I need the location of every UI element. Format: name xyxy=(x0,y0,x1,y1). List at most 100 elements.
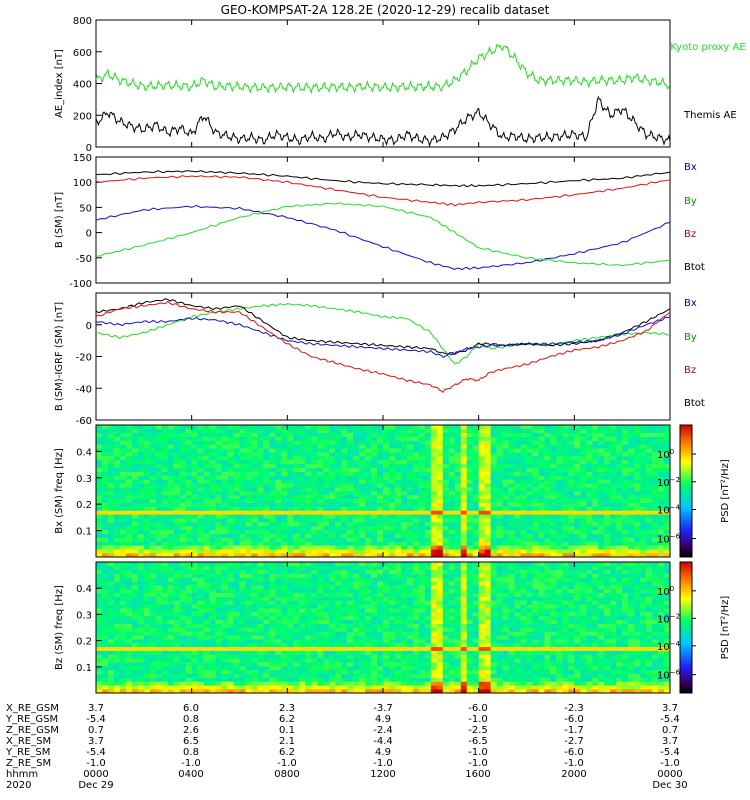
spectrogram-cell xyxy=(197,565,204,570)
spectrogram-cell xyxy=(664,553,671,558)
legend-bx: Bx xyxy=(684,298,697,309)
spectrogram-cell xyxy=(329,436,336,441)
spectrogram-cell xyxy=(574,553,581,558)
spectrogram-cell xyxy=(484,502,491,507)
spectrogram-cell xyxy=(371,494,378,500)
spectrogram-cell xyxy=(179,529,186,534)
spectrogram-cell xyxy=(131,541,139,546)
spectrogram-cell xyxy=(107,549,115,554)
spectrogram-cell xyxy=(263,581,270,586)
spectrogram-cell xyxy=(305,604,312,609)
spectrogram-cell xyxy=(293,673,300,678)
spectrogram-cell xyxy=(592,475,599,480)
spectrogram-cell xyxy=(131,467,139,472)
spectrogram-cell xyxy=(664,463,671,468)
spectrogram-cell xyxy=(323,483,330,488)
spectrogram-cell xyxy=(454,518,462,523)
spectrogram-cell xyxy=(436,494,444,500)
spectrogram-cell xyxy=(275,425,282,430)
spectrogram-cell xyxy=(173,537,181,542)
spectrogram-cell xyxy=(143,639,151,644)
spectrogram-cell xyxy=(203,436,210,441)
spectrogram-cell xyxy=(155,479,163,484)
spectrogram-cell xyxy=(317,448,324,453)
spectrogram-cell xyxy=(574,522,581,527)
spectrogram-cell xyxy=(173,471,181,476)
spectrogram-cell xyxy=(287,529,294,534)
spectrogram-cell xyxy=(574,545,581,550)
spectrogram-cell xyxy=(490,553,497,558)
spectrogram-cell xyxy=(173,510,181,515)
spectrogram-cell xyxy=(640,425,647,430)
spectrogram-cell xyxy=(586,491,593,496)
spectrogram-cell xyxy=(658,529,665,534)
spectrogram-cell xyxy=(131,592,139,597)
spectrogram-cell xyxy=(239,533,246,538)
spectrogram-cell xyxy=(107,650,115,655)
spectrogram-cell xyxy=(263,585,270,590)
spectrogram-cell xyxy=(161,619,169,624)
spectrogram-cell xyxy=(586,522,593,527)
spectrogram-cell xyxy=(173,654,181,659)
spectrogram-cell xyxy=(604,518,611,523)
spectrogram-cell xyxy=(448,440,456,445)
spectrogram-cell xyxy=(323,491,330,496)
spectrogram-cell xyxy=(125,498,133,503)
spectrogram-cell xyxy=(269,642,276,648)
spectrogram-cell xyxy=(96,432,103,437)
spectrogram-cell xyxy=(580,514,587,519)
spectrogram-cell xyxy=(418,533,426,538)
spectrogram-cell xyxy=(329,444,336,449)
spectrogram-cell xyxy=(221,471,228,476)
spectrogram-cell xyxy=(359,533,366,538)
legend-by: By xyxy=(684,196,697,207)
spectrogram-cell xyxy=(544,479,551,484)
spectrogram-cell xyxy=(664,425,671,430)
spectrogram-cell xyxy=(472,498,479,503)
spectrogram-cell xyxy=(400,533,408,538)
spectrogram-cell xyxy=(125,600,133,605)
spectrogram-cell xyxy=(424,425,432,430)
spectrogram-cell xyxy=(305,494,312,500)
spectrogram-cell xyxy=(311,654,318,659)
spectrogram-cell xyxy=(412,553,420,558)
spectrogram-cell xyxy=(269,529,276,534)
spectrogram-cell xyxy=(179,475,186,480)
spectrogram-cell xyxy=(167,432,175,437)
spectrogram-cell xyxy=(658,510,665,515)
spectrogram-cell xyxy=(191,525,198,531)
spectrogram-cell xyxy=(107,689,115,694)
spectrogram-cell xyxy=(478,494,485,500)
spectrogram-cell xyxy=(143,619,151,624)
spectrogram-cell xyxy=(155,525,163,531)
spectrogram-cell xyxy=(628,440,635,445)
spectrogram-cell xyxy=(544,456,551,461)
spectrogram-cell xyxy=(604,522,611,527)
spectrogram-cell xyxy=(418,436,426,441)
spectrogram-cell xyxy=(227,569,234,574)
spectrogram-cell xyxy=(263,463,270,468)
spectrogram-cell xyxy=(197,483,204,488)
spectrogram-cell xyxy=(125,479,133,484)
spectrogram-cell xyxy=(496,545,503,550)
spectrogram-cell xyxy=(412,456,420,461)
spectrogram-cell xyxy=(466,467,473,472)
spectrogram-cell xyxy=(371,681,378,686)
spectrogram-cell xyxy=(215,569,222,574)
spectrogram-cell xyxy=(311,498,318,503)
spectrogram-cell xyxy=(269,689,276,694)
spectrogram-cell xyxy=(490,549,497,554)
spectrogram-cell xyxy=(341,669,348,675)
spectrogram-cell xyxy=(436,549,444,554)
spectrogram-cell xyxy=(191,549,198,554)
spectrogram-cell xyxy=(245,577,252,582)
spectrogram-cell xyxy=(305,689,312,694)
spectrogram-cell xyxy=(209,541,216,546)
spectrogram-cell xyxy=(149,650,157,655)
spectrogram-cell xyxy=(251,553,258,558)
spectrogram-cell xyxy=(275,452,282,457)
spectrogram-cell xyxy=(221,549,228,554)
spectrogram-cell xyxy=(96,596,103,601)
spectrogram-cell xyxy=(299,456,306,461)
spectrogram-cell xyxy=(550,541,557,546)
